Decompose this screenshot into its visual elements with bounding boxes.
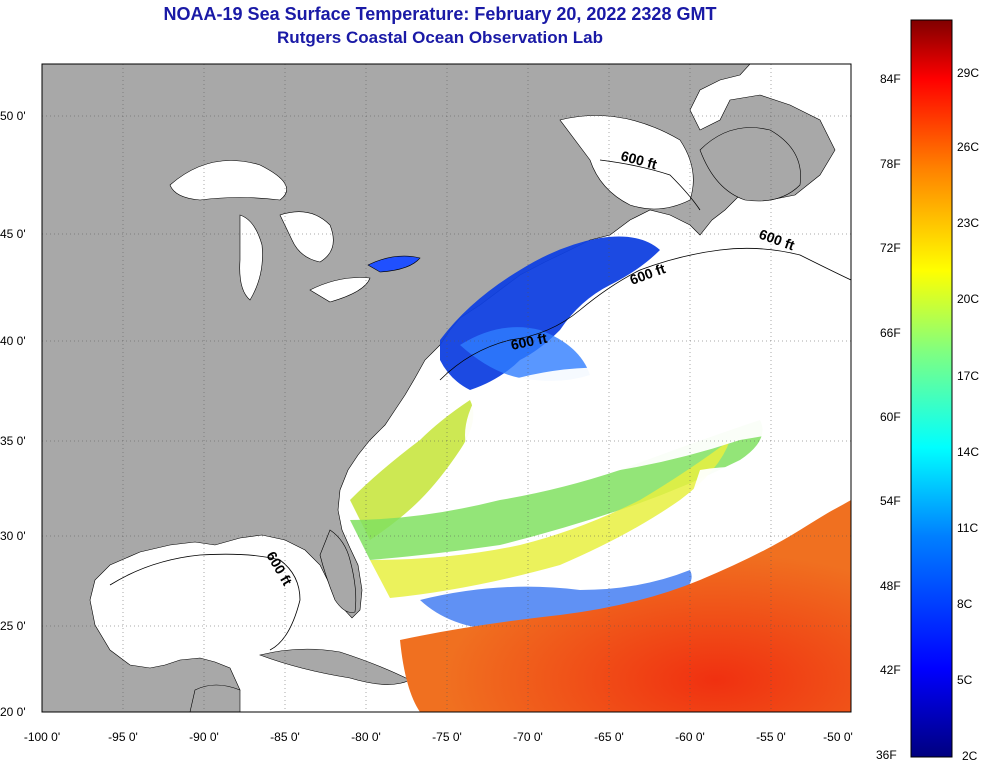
isobath-600ft [109,159,851,651]
lon-tick: -100 0' [24,730,60,744]
lon-tick: -55 0' [756,730,786,744]
gulf-st-lawrence [559,115,694,210]
lat-tick: 20 0' [0,705,26,719]
lake-ontario [367,255,421,273]
colorbar-c-label: 23C [957,216,980,230]
colorbar-f-label: 36F [876,748,897,762]
colorbar-f-label: 60F [880,410,901,424]
cloud-cover-east [690,466,851,540]
lat-tick: 40 0' [0,334,26,348]
lake-erie [309,277,371,303]
lat-tick: 50 0' [0,109,26,123]
lon-tick: -60 0' [675,730,705,744]
lat-tick: 35 0' [0,434,26,448]
lake-huron [279,211,334,263]
map-subtitle: Rutgers Coastal Ocean Observation Lab [277,28,603,47]
lat-tick: 25 0' [0,619,26,633]
contour-label: 600 ft [509,330,548,353]
colorbar-f-label: 78F [880,157,901,171]
colorbar-f-label: 54F [880,494,901,508]
land-newfoundland [699,127,801,202]
lon-tick: -50 0' [823,730,853,744]
land-yucatan [189,684,241,712]
lat-tick: 30 0' [0,529,26,543]
colorbar-f-label: 42F [880,663,901,677]
sst-gulf-stream-band [350,400,474,540]
colorbar-c-label: 2C [962,749,978,763]
lat-tick: 45 0' [0,227,26,241]
colorbar-c-label: 20C [957,292,980,306]
colorbar-f-label: 66F [880,326,901,340]
lake-michigan [239,214,263,301]
colorbar-c-label: 26C [957,140,980,154]
colorbar-f-label: 48F [880,579,901,593]
colorbar [910,19,953,758]
colorbar-c-label: 11C [957,521,979,535]
map-title: NOAA-19 Sea Surface Temperature: Februar… [163,4,717,24]
lon-tick: -85 0' [270,730,300,744]
lon-tick: -75 0' [432,730,462,744]
colorbar-c-label: 8C [957,597,973,611]
lon-tick: -70 0' [513,730,543,744]
colorbar-c-label: 14C [957,445,980,459]
graticule [42,64,851,712]
lon-tick: -90 0' [189,730,219,744]
colorbar-c-label: 29C [957,66,980,80]
land-florida [319,529,357,613]
colorbar-f-label: 72F [880,241,901,255]
cloud-cover [465,355,851,478]
great-lakes [169,160,287,201]
colorbar-f-label: 84F [880,72,901,86]
longitude-axis: -100 0' -95 0' -90 0' -85 0' -80 0' -75 … [24,730,853,744]
sst-green-band [350,420,763,560]
colorbar-c-label: 5C [957,673,973,687]
lon-tick: -95 0' [108,730,138,744]
colorbar-c-label: 17C [957,369,980,383]
sst-warm-subtropics [400,500,851,712]
sst-yellow-band [370,440,730,598]
latitude-axis: 50 0' 45 0' 40 0' 35 0' 30 0' 25 0' 20 0… [0,109,26,719]
lon-tick: -80 0' [351,730,381,744]
sst-mid-blue [460,327,590,381]
lon-tick: -65 0' [594,730,624,744]
